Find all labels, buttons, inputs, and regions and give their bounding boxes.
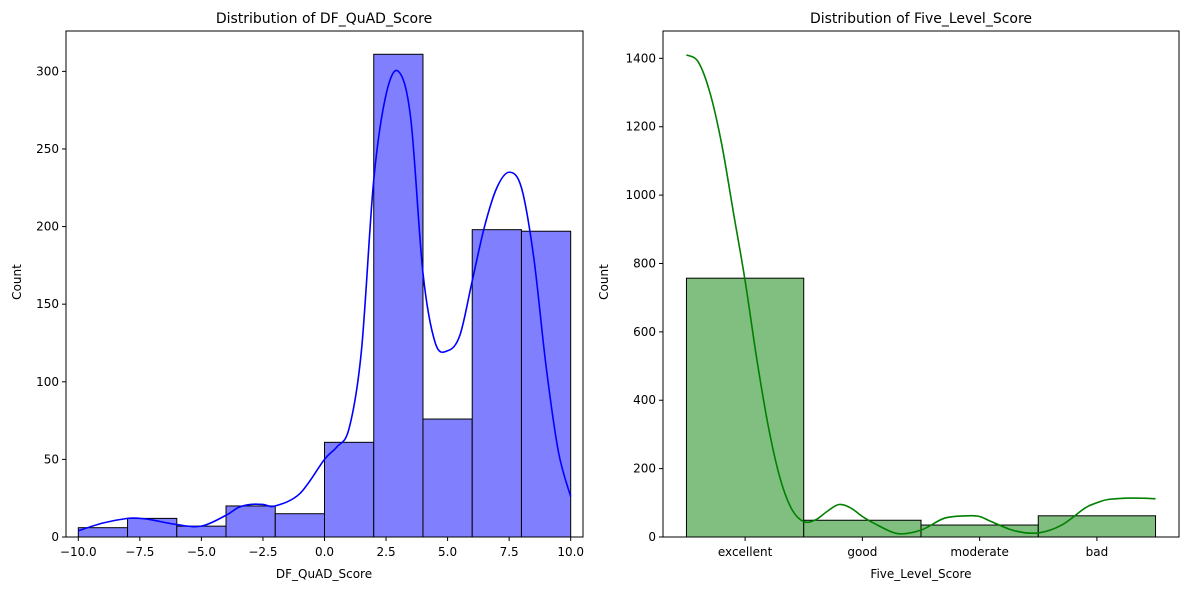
kde-curve (78, 69, 572, 532)
plot-area: 0 200 400 600 800 1000 1200 1400 excellent good mo… (625, 30, 1180, 559)
y-tick-label: 1000 (625, 188, 656, 202)
y-axis-label: Count (597, 264, 611, 300)
x-tick-label: 5.0 (438, 545, 457, 559)
y-tick-label: 400 (633, 393, 656, 407)
x-tick-label: good (847, 545, 877, 559)
x-tick-label: 7.5 (500, 545, 519, 559)
histogram-bar (471, 229, 522, 538)
x-tick-label: −5.0 (187, 545, 216, 559)
x-tick-label: moderate (950, 545, 1008, 559)
x-tick-label: −10.0 (60, 545, 97, 559)
y-tick-label: 250 (36, 142, 59, 156)
y-tick-label: 50 (44, 452, 59, 466)
x-axis-label: DF_QuAD_Score (276, 567, 372, 581)
x-axis-label: Five_Level_Score (870, 567, 971, 581)
x-tick-label: 2.5 (377, 545, 396, 559)
histogram-bar (324, 441, 375, 538)
y-axis-label: Count (10, 264, 24, 300)
histogram-bar (176, 525, 227, 538)
plot-area: 0 50 100 150 200 250 300 −10.0 −7.5 −5.0 −2.5 0.0 2.… (36, 30, 584, 559)
histogram-bar (1037, 515, 1157, 538)
y-tick-label: 300 (36, 64, 59, 78)
histogram-bar (520, 230, 572, 538)
y-tick-label: 200 (633, 462, 656, 476)
histogram-bar (685, 277, 805, 538)
chart-five-level-score: Distribution of Five_Level_Score 0 200 400… (597, 11, 1180, 581)
axes-frame (662, 30, 1180, 538)
y-tick-label: 150 (36, 297, 59, 311)
y-tick-label: 600 (633, 325, 656, 339)
x-tick-label: −2.5 (248, 545, 277, 559)
x-tick-label: −7.5 (125, 545, 154, 559)
x-tick-label: 10.0 (557, 545, 584, 559)
x-tick-label: excellent (718, 545, 773, 559)
chart-title: Distribution of DF_QuAD_Score (216, 11, 432, 27)
histogram-bar (920, 524, 1039, 538)
chart-title: Distribution of Five_Level_Score (810, 11, 1032, 27)
y-tick-label: 100 (36, 375, 59, 389)
chart-df-quad-score: Distribution of DF_QuAD_Score 0 50 100 150 2… (10, 11, 584, 581)
y-tick-label: 800 (633, 256, 656, 270)
y-tick-label: 1200 (625, 120, 656, 134)
y-tick-label: 0 (648, 530, 656, 544)
y-tick-label: 1400 (625, 51, 656, 65)
x-tick-label: 0.0 (315, 545, 334, 559)
y-tick-label: 0 (51, 530, 59, 544)
kde-curve (686, 54, 1156, 535)
histogram-bar (274, 513, 325, 538)
histogram-bar (127, 517, 178, 538)
x-tick-label: bad (1086, 545, 1109, 559)
histogram-bar (225, 505, 276, 538)
histogram-bar (422, 418, 473, 538)
histogram-bar (373, 53, 424, 538)
y-tick-label: 200 (36, 220, 59, 234)
